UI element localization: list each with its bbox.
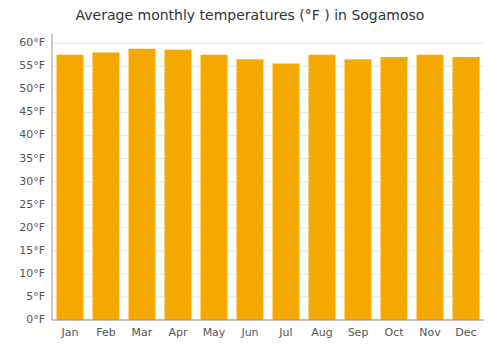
bar [165,50,192,320]
grid [52,43,484,320]
bar [309,55,336,320]
grid-line [52,43,484,44]
y-tick-label: 25°F [19,198,45,211]
x-axis: Jan Feb Mar Apr May Jun Jul Aug Sep Oct Nov Dec [52,320,484,339]
x-tick-label: Oct [384,326,404,339]
chart: 0°F 5°F 10°F 15°F 20°F 25°F 30°F 35°F 40°F 45°F 50… [0,0,500,350]
bar [57,55,84,320]
y-tick-label: 35°F [19,152,45,165]
y-axis: 0°F 5°F 10°F 15°F 20°F 25°F 30°F 35°F 40°F 45°F 50… [19,34,52,326]
bar [381,57,408,320]
grid-line [52,320,484,321]
y-tick-label: 40°F [19,128,45,141]
x-tick-label: Jan [61,326,79,339]
x-tick-label: Sep [348,326,369,339]
bar [453,57,480,320]
y-tick-label: 55°F [19,59,45,72]
y-tick-label: 10°F [19,267,45,280]
bar [237,59,264,320]
y-tick-label: 60°F [19,36,45,49]
y-tick-label: 0°F [26,313,45,326]
x-axis-line [52,320,484,321]
y-tick-label: 50°F [19,82,45,95]
bar [201,55,228,320]
y-tick-label: 20°F [19,221,45,234]
bar [93,52,120,320]
x-tick-label: Mar [132,326,153,339]
x-tick-label: Jun [240,326,258,339]
x-tick-label: Nov [419,326,441,339]
y-tick-label: 15°F [19,244,45,257]
y-tick-label: 45°F [19,105,45,118]
x-tick-label: Aug [311,326,332,339]
y-tick-label: 5°F [26,290,45,303]
x-tick-label: Apr [168,326,188,339]
bar [345,59,372,320]
y-tick-label: 30°F [19,175,45,188]
bar [273,64,300,320]
x-tick-label: Jul [278,326,292,339]
bars [57,49,480,320]
x-tick-label: May [203,326,226,339]
x-tick-label: Dec [455,326,476,339]
bar [129,49,156,320]
chart-container: 0°F 5°F 10°F 15°F 20°F 25°F 30°F 35°F 40°F 45°F 50… [0,0,500,350]
bar [417,55,444,320]
title: Average monthly temperatures (°F ) in So… [76,7,425,23]
y-axis-line [52,34,53,320]
x-tick-label: Feb [96,326,115,339]
